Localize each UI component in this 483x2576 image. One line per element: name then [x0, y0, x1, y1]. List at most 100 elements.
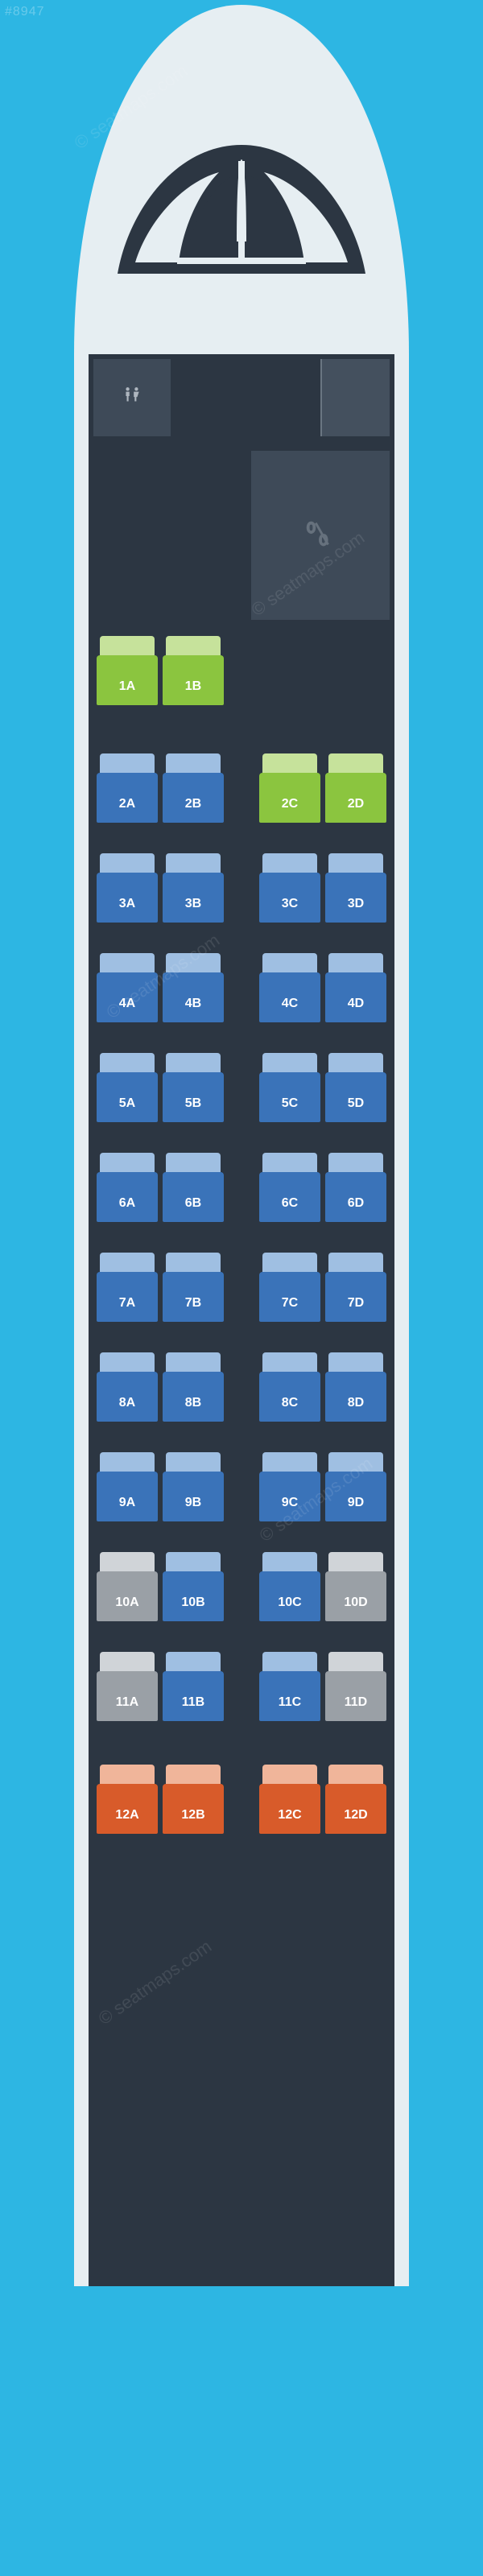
seat-label: 11C — [279, 1695, 301, 1721]
row-6: 6A 6B 6C 6D — [89, 1153, 394, 1236]
seat-7C[interactable]: 7C — [259, 1253, 320, 1322]
seat-label: 2A — [119, 797, 135, 823]
pair-right-row-3: 3C3D — [259, 853, 386, 923]
seat-2A[interactable]: 2A — [97, 753, 158, 823]
seat-11D[interactable]: 11D — [325, 1652, 386, 1721]
seat-2C[interactable]: 2C — [259, 753, 320, 823]
seat-6A[interactable]: 6A — [97, 1153, 158, 1222]
seat-label: 9C — [282, 1496, 298, 1521]
seat-label: 9B — [185, 1496, 201, 1521]
pair-right-row-10: 10C 10D — [259, 1552, 386, 1621]
seat-11A[interactable]: 11A — [97, 1652, 158, 1721]
seat-label: 10D — [344, 1596, 367, 1621]
seat-4D[interactable]: 4D — [325, 953, 386, 1022]
seat-label: 8A — [119, 1396, 135, 1422]
row-10: 10A 10B 10C 10D — [89, 1552, 394, 1636]
seat-7D[interactable]: 7D — [325, 1253, 386, 1322]
seat-label: 10A — [115, 1596, 138, 1621]
seat-label: 8D — [348, 1396, 364, 1422]
seat-label: 4B — [185, 997, 201, 1022]
seat-10A[interactable]: 10A — [97, 1552, 158, 1621]
seat-9C[interactable]: 9C — [259, 1452, 320, 1521]
seat-label: 12A — [115, 1808, 138, 1834]
pair-left-row-12: 12A 12B — [97, 1765, 224, 1834]
seat-6C[interactable]: 6C — [259, 1153, 320, 1222]
pair-right-row-2: 2C 2D — [259, 753, 386, 823]
seat-2B[interactable]: 2B — [163, 753, 224, 823]
pair-left-row-4: 4A 4B — [97, 953, 224, 1022]
seat-5C[interactable]: 5C — [259, 1053, 320, 1122]
seat-3A[interactable]: 3A — [97, 853, 158, 923]
seat-label: 9A — [119, 1496, 135, 1521]
seat-1A[interactable]: 1A — [97, 636, 158, 705]
seat-label: 11B — [182, 1695, 204, 1721]
seat-5A[interactable]: 5A — [97, 1053, 158, 1122]
seat-label: 1A — [119, 679, 135, 705]
seat-3D[interactable]: 3D — [325, 853, 386, 923]
pair-left-row-1: 1A 1B — [97, 636, 224, 705]
pair-left-row-6: 6A 6B — [97, 1153, 224, 1222]
seat-5B[interactable]: 5B — [163, 1053, 224, 1122]
seat-7A[interactable]: 7A — [97, 1253, 158, 1322]
seat-5D[interactable]: 5D — [325, 1053, 386, 1122]
row-9: 9A 9B 9C 9D — [89, 1452, 394, 1536]
pair-left-row-11: 11A 11B — [97, 1652, 224, 1721]
seat-11C[interactable]: 11C — [259, 1652, 320, 1721]
seat-3C[interactable]: 3C — [259, 853, 320, 923]
pair-right-row-9: 9C 9D — [259, 1452, 386, 1521]
seat-label: 1B — [185, 679, 201, 705]
seat-6B[interactable]: 6B — [163, 1153, 224, 1222]
seat-8B[interactable]: 8B — [163, 1352, 224, 1422]
galley-icon — [302, 517, 339, 554]
seat-1B[interactable]: 1B — [163, 636, 224, 705]
seat-12C[interactable]: 12C — [259, 1765, 320, 1834]
seat-6D[interactable]: 6D — [325, 1153, 386, 1222]
row-7: 7A 7B 7C 7D — [89, 1253, 394, 1336]
pair-left-row-8: 8A 8B — [97, 1352, 224, 1422]
seat-7B[interactable]: 7B — [163, 1253, 224, 1322]
pair-right-row-5: 5C5D — [259, 1053, 386, 1122]
seat-label: 6B — [185, 1196, 201, 1222]
seat-11B[interactable]: 11B — [163, 1652, 224, 1721]
seat-label: 2D — [348, 797, 364, 823]
row-5: 5A5B 5C5D — [89, 1053, 394, 1137]
pair-left-row-10: 10A 10B — [97, 1552, 224, 1621]
pair-right-row-6: 6C 6D — [259, 1153, 386, 1222]
seat-label: 12C — [278, 1808, 301, 1834]
cabin: 1A 1B 2A 2B 2C 2D 3A3B 3C3D 4A 4B 4C4D 5A5B 5C5D 6A 6B… — [89, 354, 394, 2286]
seat-9D[interactable]: 9D — [325, 1452, 386, 1521]
seat-4A[interactable]: 4A — [97, 953, 158, 1022]
seat-8D[interactable]: 8D — [325, 1352, 386, 1422]
watermark-id: #8947 — [5, 5, 45, 19]
seat-label: 4A — [119, 997, 135, 1022]
row-3: 3A3B 3C3D — [89, 853, 394, 937]
seat-label: 7A — [119, 1296, 135, 1322]
seat-8C[interactable]: 8C — [259, 1352, 320, 1422]
seat-4C[interactable]: 4C — [259, 953, 320, 1022]
seat-10D[interactable]: 10D — [325, 1552, 386, 1621]
row-1: 1A 1B — [89, 636, 394, 720]
pair-right-row-12: 12C 12D — [259, 1765, 386, 1834]
seat-label: 7B — [185, 1296, 201, 1322]
seat-12B[interactable]: 12B — [163, 1765, 224, 1834]
galley-front-right — [251, 451, 390, 620]
seat-10C[interactable]: 10C — [259, 1552, 320, 1621]
seat-4B[interactable]: 4B — [163, 953, 224, 1022]
lavatory-front-left — [93, 359, 171, 436]
seat-label: 6D — [348, 1196, 364, 1222]
seat-12D[interactable]: 12D — [325, 1765, 386, 1834]
seat-label: 10C — [278, 1596, 301, 1621]
seat-3B[interactable]: 3B — [163, 853, 224, 923]
row-2: 2A 2B 2C 2D — [89, 753, 394, 837]
seat-9B[interactable]: 9B — [163, 1452, 224, 1521]
seat-8A[interactable]: 8A — [97, 1352, 158, 1422]
pair-left-row-3: 3A3B — [97, 853, 224, 923]
pair-left-row-5: 5A5B — [97, 1053, 224, 1122]
seat-12A[interactable]: 12A — [97, 1765, 158, 1834]
seat-label: 7C — [282, 1296, 298, 1322]
seat-label: 11D — [345, 1695, 367, 1721]
seat-2D[interactable]: 2D — [325, 753, 386, 823]
seat-10B[interactable]: 10B — [163, 1552, 224, 1621]
seat-9A[interactable]: 9A — [97, 1452, 158, 1521]
fuselage: 1A 1B 2A 2B 2C 2D 3A3B 3C3D 4A 4B 4C4D 5A5B 5C5D 6A 6B… — [74, 0, 409, 2576]
